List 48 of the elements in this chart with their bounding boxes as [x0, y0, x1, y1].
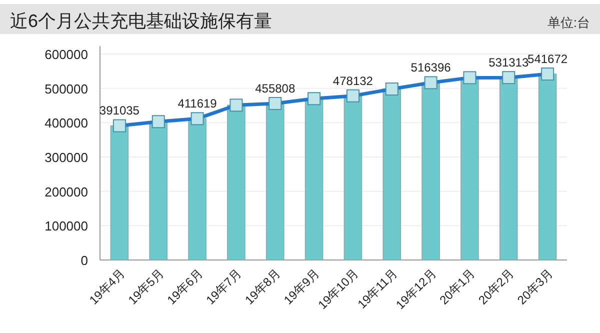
x-tick-label: 19年7月	[203, 266, 244, 308]
y-tick-label: 300000	[44, 150, 88, 165]
point	[424, 76, 438, 90]
data-label: 411619	[178, 96, 218, 111]
bar	[110, 125, 129, 260]
point	[190, 112, 204, 126]
x-tick-label: 19年8月	[242, 266, 284, 308]
x-tick-label: 19年6月	[164, 266, 206, 308]
y-tick-label: 400000	[44, 116, 88, 131]
point	[346, 89, 360, 102]
data-label: 455808	[255, 82, 296, 96]
y-tick-label: 0	[80, 253, 88, 268]
chart-title: 近6个月公共充电基础设施保有量	[10, 11, 272, 31]
point	[112, 119, 126, 132]
point	[502, 71, 516, 84]
bar	[460, 77, 479, 260]
bar	[422, 82, 440, 260]
point	[385, 82, 398, 96]
point	[308, 92, 321, 106]
bar	[499, 77, 518, 260]
y-tick-label: 200000	[44, 184, 88, 200]
data-label: 531313	[488, 56, 529, 70]
bar	[382, 88, 402, 260]
point	[463, 71, 476, 84]
point	[541, 68, 554, 81]
data-label: 541672	[528, 52, 568, 66]
point	[152, 115, 165, 128]
text: 单位:台	[547, 15, 590, 30]
bar	[227, 104, 246, 260]
bar	[538, 74, 557, 260]
x-tick-label: 19年4月	[86, 266, 128, 308]
bar	[266, 103, 284, 260]
bar	[149, 121, 168, 260]
data-label: 478132	[332, 74, 374, 88]
data-label: 391035	[99, 104, 140, 118]
bar	[344, 95, 362, 260]
y-tick-label: 500000	[44, 81, 88, 96]
bar	[188, 118, 206, 260]
x-tick-label: 20年2月	[476, 266, 517, 308]
point	[268, 97, 282, 110]
y-tick-label: 100000	[44, 218, 88, 234]
x-tick-label: 20年3月	[514, 266, 556, 308]
x-tick-label: 19年5月	[125, 266, 166, 308]
y-tick-label: 600000	[44, 47, 88, 62]
point	[230, 98, 243, 112]
bar	[304, 98, 324, 260]
data-label: 516396	[410, 60, 452, 75]
x-tick-label: 20年1月	[436, 266, 478, 308]
